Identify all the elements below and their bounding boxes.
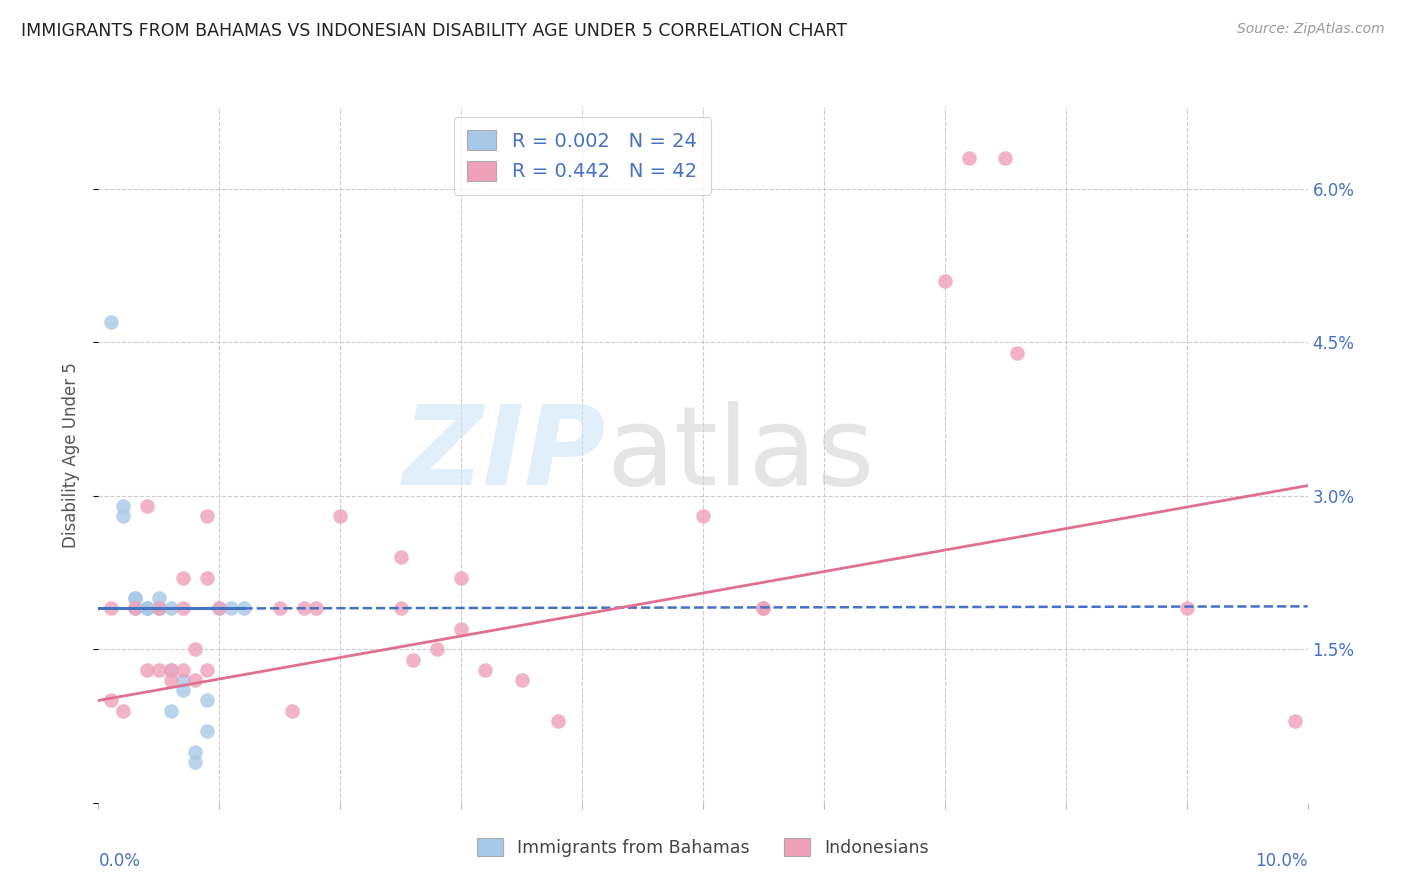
Point xyxy=(135,601,157,615)
Point xyxy=(100,693,122,707)
Point xyxy=(281,704,304,718)
Point xyxy=(195,571,218,585)
Point xyxy=(148,601,170,615)
Point xyxy=(195,663,218,677)
Legend: Immigrants from Bahamas, Indonesians: Immigrants from Bahamas, Indonesians xyxy=(470,831,936,863)
Point xyxy=(172,571,194,585)
Point xyxy=(160,673,183,687)
Y-axis label: Disability Age Under 5: Disability Age Under 5 xyxy=(62,362,80,548)
Text: ZIP: ZIP xyxy=(402,401,606,508)
Point xyxy=(389,601,412,615)
Point xyxy=(160,601,183,615)
Point xyxy=(111,509,134,524)
Point xyxy=(135,499,157,513)
Point xyxy=(172,601,194,615)
Point xyxy=(426,642,449,657)
Text: IMMIGRANTS FROM BAHAMAS VS INDONESIAN DISABILITY AGE UNDER 5 CORRELATION CHART: IMMIGRANTS FROM BAHAMAS VS INDONESIAN DI… xyxy=(21,22,846,40)
Point xyxy=(752,601,775,615)
Point xyxy=(184,673,207,687)
Point xyxy=(124,601,146,615)
Point xyxy=(292,601,315,615)
Point xyxy=(474,663,496,677)
Point xyxy=(934,274,956,288)
Point xyxy=(111,499,134,513)
Point xyxy=(450,622,472,636)
Point xyxy=(402,652,425,666)
Point xyxy=(329,509,352,524)
Point xyxy=(994,151,1017,165)
Point xyxy=(221,601,243,615)
Point xyxy=(510,673,533,687)
Point xyxy=(305,601,328,615)
Point xyxy=(752,601,775,615)
Point xyxy=(195,693,218,707)
Point xyxy=(172,683,194,698)
Point xyxy=(160,663,183,677)
Text: atlas: atlas xyxy=(606,401,875,508)
Point xyxy=(232,601,254,615)
Point xyxy=(124,591,146,606)
Point xyxy=(135,663,157,677)
Point xyxy=(148,601,170,615)
Point xyxy=(172,673,194,687)
Point xyxy=(208,601,231,615)
Point xyxy=(148,601,170,615)
Point xyxy=(160,663,183,677)
Point xyxy=(184,745,207,759)
Text: Source: ZipAtlas.com: Source: ZipAtlas.com xyxy=(1237,22,1385,37)
Point xyxy=(692,509,714,524)
Text: 10.0%: 10.0% xyxy=(1256,852,1308,870)
Point xyxy=(100,601,122,615)
Point xyxy=(135,601,157,615)
Point xyxy=(172,663,194,677)
Point xyxy=(148,663,170,677)
Point xyxy=(184,755,207,769)
Point xyxy=(389,550,412,565)
Point xyxy=(124,601,146,615)
Point xyxy=(547,714,569,728)
Point xyxy=(269,601,291,615)
Text: 0.0%: 0.0% xyxy=(98,852,141,870)
Point xyxy=(124,591,146,606)
Point xyxy=(160,704,183,718)
Point xyxy=(184,642,207,657)
Point xyxy=(1175,601,1198,615)
Point xyxy=(208,601,231,615)
Point xyxy=(111,704,134,718)
Point xyxy=(195,724,218,739)
Point xyxy=(957,151,980,165)
Point xyxy=(1007,345,1029,359)
Point xyxy=(148,591,170,606)
Point xyxy=(195,509,218,524)
Point xyxy=(1284,714,1306,728)
Point xyxy=(135,601,157,615)
Point xyxy=(100,315,122,329)
Point xyxy=(450,571,472,585)
